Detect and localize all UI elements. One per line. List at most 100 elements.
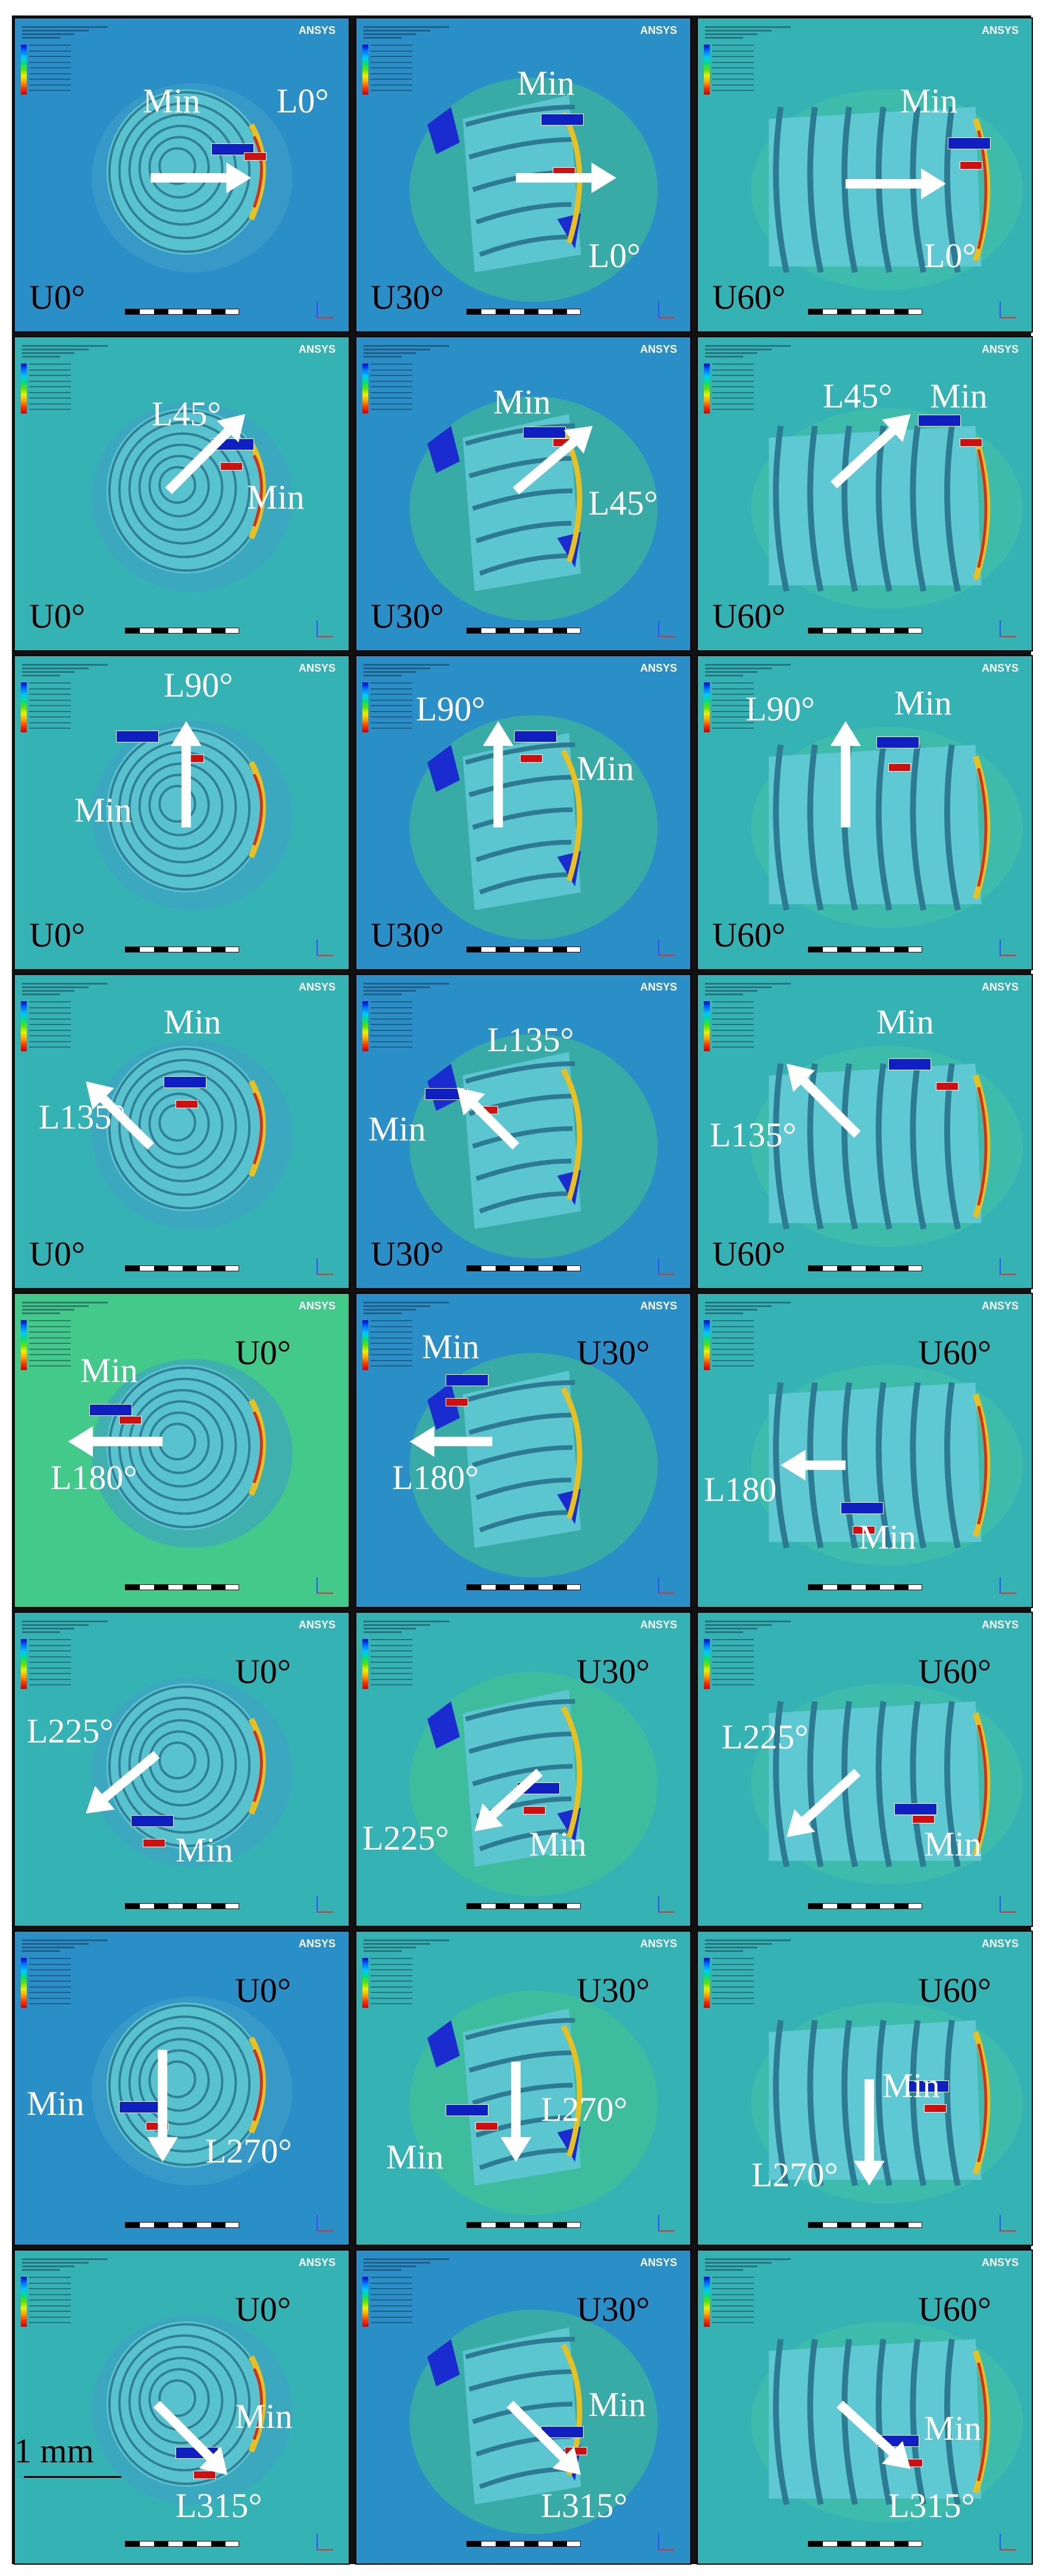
angle-u-label: U0°	[29, 599, 85, 634]
panel-header-lines	[705, 1619, 800, 1635]
color-legend	[704, 2277, 710, 2327]
angle-u-label: U60°	[712, 1237, 785, 1271]
sim-panel: ANSYS U0° L45° Min	[14, 336, 350, 651]
angle-l-label: L180	[704, 1472, 776, 1507]
panel-header-lines	[22, 981, 117, 997]
min-label: Min	[930, 379, 988, 413]
ansys-logo: ANSYS	[640, 1938, 677, 1950]
axis-triad	[658, 1258, 675, 1275]
legend-values	[371, 1320, 412, 1371]
min-probe-tag	[89, 1404, 132, 1416]
sim-panel: ANSYS U60° L90° Min	[697, 655, 1033, 970]
min-probe-tag	[211, 438, 254, 450]
panel-scale-bar	[808, 1265, 922, 1271]
min-label: Min	[859, 1520, 916, 1555]
legend-values	[712, 1958, 754, 2009]
max-probe-tag	[924, 2104, 947, 2113]
min-probe-tag	[176, 2447, 218, 2459]
min-label: Min	[924, 1827, 982, 1862]
legend-values	[29, 1320, 71, 1371]
ansys-logo: ANSYS	[299, 981, 336, 994]
min-probe-tag	[164, 1076, 206, 1088]
angle-u-label: U30°	[577, 1973, 650, 2008]
axis-triad	[317, 939, 333, 956]
axis-triad	[658, 302, 675, 318]
angle-l-label: L135°	[487, 1023, 574, 1057]
scale-bar-label: 1 mm	[14, 2431, 94, 2471]
panel-scale-bar	[808, 309, 922, 315]
max-probe-tag	[143, 1839, 165, 1847]
angle-l-label: L90°	[164, 668, 233, 703]
max-probe-tag	[146, 2122, 168, 2130]
panel-scale-bar	[125, 1265, 239, 1271]
legend-values	[712, 45, 754, 96]
panel-scale-bar	[466, 2222, 581, 2228]
panel-scale-bar	[808, 947, 922, 952]
max-probe-tag	[446, 1398, 468, 1406]
ansys-logo: ANSYS	[640, 24, 677, 37]
panel-header-lines	[364, 1619, 459, 1635]
angle-l-label: L90°	[416, 692, 486, 726]
color-legend	[21, 1320, 27, 1370]
angle-l-label: L45°	[588, 486, 658, 521]
axis-triad	[658, 939, 675, 956]
angle-l-label: L270°	[541, 2092, 628, 2127]
ansys-logo: ANSYS	[982, 1938, 1019, 1950]
sim-panel: ANSYS U0° L180° Min	[14, 1293, 350, 1608]
min-label: Min	[924, 2411, 982, 2446]
color-legend	[362, 1639, 368, 1689]
min-probe-tag	[446, 2104, 488, 2116]
ansys-logo: ANSYS	[640, 1300, 677, 1312]
sim-panel: ANSYS U0° L135° Min	[14, 974, 350, 1289]
angle-u-label: U30°	[577, 1654, 650, 1689]
ansys-logo: ANSYS	[982, 662, 1019, 675]
legend-values	[712, 1001, 754, 1052]
color-legend	[362, 1320, 368, 1370]
panel-header-lines	[364, 981, 459, 997]
ansys-logo: ANSYS	[982, 343, 1019, 356]
sim-panel: ANSYS U30° L135° Min	[355, 974, 691, 1289]
angle-l-label: L180°	[392, 1461, 479, 1495]
legend-values	[371, 1001, 412, 1052]
panel-header-lines	[22, 343, 117, 359]
panel-scale-bar	[808, 628, 922, 634]
color-legend	[21, 363, 27, 413]
legend-values	[371, 682, 412, 734]
panel-header-lines	[364, 662, 459, 678]
color-legend	[704, 682, 710, 732]
min-label: Min	[900, 84, 958, 118]
angle-l-label: L0°	[277, 84, 329, 118]
panel-scale-bar	[466, 2541, 581, 2547]
max-probe-tag	[181, 754, 204, 763]
sim-panel: ANSYS U60° L135° Min	[697, 974, 1033, 1289]
max-probe-tag	[523, 1806, 546, 1815]
angle-l-label: L0°	[924, 239, 976, 273]
panel-scale-bar	[808, 1584, 922, 1590]
panel-scale-bar	[466, 309, 581, 315]
min-probe-tag	[918, 415, 961, 427]
ansys-logo: ANSYS	[299, 343, 336, 356]
panel-scale-bar	[808, 2541, 922, 2547]
min-label: Min	[386, 2140, 444, 2174]
legend-values	[371, 2277, 412, 2328]
angle-l-label: L225°	[722, 1720, 809, 1754]
ansys-logo: ANSYS	[640, 2257, 677, 2269]
min-probe-tag	[446, 1374, 488, 1386]
angle-u-label: U60°	[712, 280, 785, 315]
min-label: Min	[143, 84, 201, 118]
min-label: Min	[577, 751, 634, 786]
panel-scale-bar	[125, 309, 239, 315]
color-legend	[362, 2277, 368, 2327]
panel-header-lines	[705, 981, 800, 997]
color-legend	[362, 363, 368, 413]
angle-u-label: U30°	[371, 280, 444, 315]
panel-scale-bar	[125, 2222, 239, 2228]
max-probe-tag	[193, 2471, 216, 2479]
panel-scale-bar	[466, 628, 581, 634]
min-probe-tag	[876, 2435, 919, 2447]
min-label: Min	[27, 2086, 84, 2121]
axis-triad	[317, 2534, 333, 2550]
max-probe-tag	[119, 1416, 142, 1424]
max-probe-tag	[960, 438, 982, 447]
angle-u-label: U30°	[371, 599, 444, 634]
